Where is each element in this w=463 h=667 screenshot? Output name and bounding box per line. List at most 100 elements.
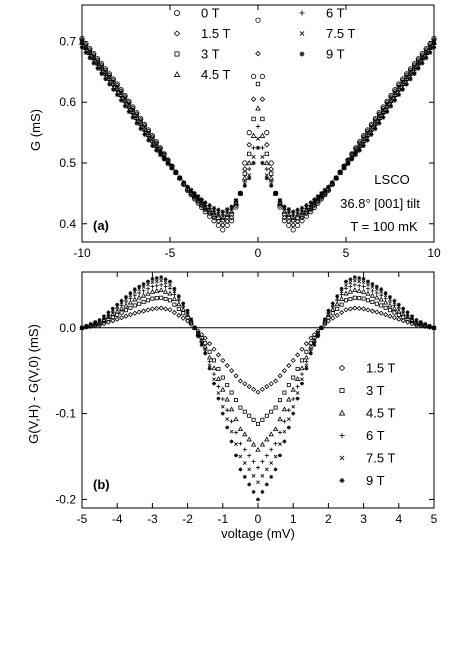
data-point (161, 157, 167, 162)
data-point (128, 296, 133, 301)
data-point (383, 296, 388, 301)
data-point (198, 200, 205, 206)
data-point (326, 184, 331, 189)
data-point (264, 453, 269, 458)
data-point (273, 191, 278, 196)
data-point (269, 171, 274, 176)
data-point (277, 398, 282, 403)
data-point (132, 296, 138, 302)
data-point (286, 383, 291, 388)
data-point (384, 109, 390, 115)
data-point (137, 284, 142, 289)
data-point (326, 308, 331, 313)
legend-marker (339, 432, 345, 439)
data-point (366, 282, 370, 287)
data-point (420, 61, 425, 66)
data-point (374, 301, 379, 306)
data-point (357, 148, 362, 153)
data-point (141, 282, 146, 287)
data-point (273, 405, 278, 410)
data-point (192, 325, 197, 330)
data-point (181, 304, 186, 309)
data-point (225, 383, 230, 388)
data-point (396, 92, 401, 98)
data-point (119, 298, 124, 303)
data-point (268, 431, 274, 437)
data-point (229, 211, 234, 217)
data-point (410, 314, 414, 319)
data-point (357, 296, 362, 301)
data-point (361, 276, 366, 281)
data-point (387, 302, 393, 308)
data-point (167, 307, 173, 313)
data-point (168, 282, 172, 287)
data-point (295, 396, 300, 401)
data-point (312, 342, 317, 347)
x-tick-label: 10 (427, 246, 441, 260)
data-point (146, 282, 150, 287)
data-point (202, 203, 209, 209)
data-point (260, 145, 265, 151)
data-point (94, 57, 101, 63)
data-point (206, 354, 213, 360)
data-point (127, 299, 134, 305)
data-point (220, 357, 226, 363)
data-point (299, 365, 305, 371)
data-point (123, 302, 129, 308)
data-point (339, 289, 344, 294)
data-point (348, 277, 353, 282)
data-point (282, 419, 287, 424)
data-point (132, 287, 137, 292)
data-point (246, 436, 252, 442)
data-point (380, 115, 386, 120)
data-point (185, 308, 190, 313)
data-point (145, 290, 151, 296)
data-point (176, 306, 181, 311)
data-point (167, 298, 172, 303)
data-point (238, 454, 243, 459)
data-point (269, 183, 274, 188)
data-point (199, 197, 204, 202)
data-point (295, 384, 300, 389)
data-marks-b (79, 275, 437, 502)
data-point (111, 87, 116, 92)
data-point (251, 386, 257, 392)
y-tick-label: 0.0 (59, 321, 76, 335)
data-point (106, 310, 111, 315)
data-point (378, 296, 384, 302)
data-point (242, 171, 247, 176)
data-point (357, 279, 362, 284)
data-point (216, 384, 221, 389)
data-point (314, 196, 321, 202)
data-point (286, 362, 292, 369)
data-point (80, 325, 84, 330)
data-point (264, 467, 269, 472)
data-point (304, 366, 309, 371)
data-point (304, 359, 309, 364)
data-point (282, 429, 287, 434)
data-point (87, 55, 93, 61)
data-point (286, 417, 291, 422)
data-point (149, 306, 155, 312)
data-point (206, 206, 213, 212)
data-point (188, 187, 194, 193)
data-point (431, 45, 437, 50)
data-point (251, 459, 256, 464)
data-point (307, 203, 314, 209)
data-point (196, 334, 201, 339)
data-point (361, 284, 366, 289)
y-axis-ticks-b: -0.2 -0.1 0.0 (55, 321, 434, 506)
data-point (378, 310, 384, 316)
x-tick-label: 0 (255, 512, 262, 526)
data-point (172, 302, 177, 307)
series-3-t (80, 295, 436, 426)
data-point (337, 170, 343, 176)
data-point (400, 311, 406, 317)
data-point (154, 283, 159, 288)
data-point (168, 279, 172, 284)
data-point (392, 98, 398, 103)
data-point (404, 314, 411, 320)
x-axis-label-b: voltage (mV) (221, 526, 295, 541)
x-tick-label: -1 (217, 512, 228, 526)
data-point (220, 397, 225, 402)
